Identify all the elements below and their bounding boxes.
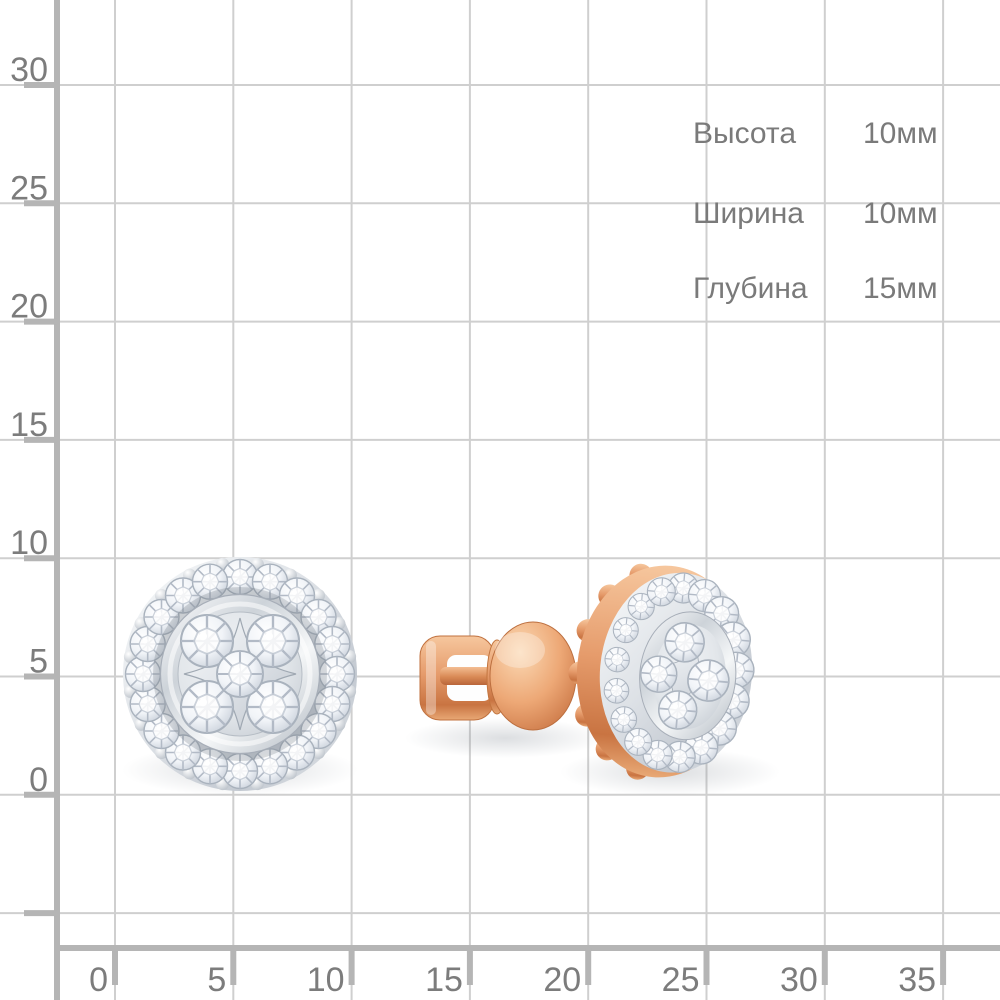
dimension-label-depth: Глубина [693,272,808,305]
y-axis-tick-label: 25 [10,169,48,207]
clasp-nut-highlight [426,641,436,715]
clasp-threaded-post [440,667,502,685]
x-axis-tick-label: 20 [543,961,581,999]
x-axis-tick-label: 15 [425,961,463,999]
clasp-shadow [405,718,605,758]
y-axis-tick-label: 15 [10,406,48,444]
earring-clasp [419,621,614,731]
dimension-value-depth: 15мм [863,272,938,305]
y-axis-tick-label: 10 [10,524,48,562]
halo-inner-shadow [153,587,327,761]
prong-bead [312,746,325,759]
dimension-label-height: Высота [693,117,796,150]
y-axis-tick-label: 30 [10,51,48,89]
x-axis-tick-label: 0 [89,961,108,999]
dimension-label-width: Ширина [693,197,804,230]
bezel-highlight [167,601,313,747]
left-earring [123,557,357,791]
prong-bead [312,589,325,602]
x-axis-tick-label: 5 [207,961,226,999]
y-axis-tick-label: 0 [29,761,48,799]
y-axis-tick-label: 5 [29,643,48,681]
dimension-value-width: 10мм [863,197,938,230]
clasp-disc-highlight [495,632,545,668]
x-axis-tick-label: 25 [662,961,700,999]
right-earring [568,563,757,780]
cluster-center-diamond [215,649,265,699]
dimensions-panel: Высота 10мм Ширина 10мм Глубина 15мм [693,117,938,305]
x-axis-tick-label: 10 [307,961,345,999]
x-axis-tick-label: 30 [780,961,818,999]
dimension-value-height: 10мм [863,117,938,150]
y-axis-tick-label: 20 [10,288,48,326]
x-axis-tick-label: 35 [898,961,936,999]
prong-bead [155,589,168,602]
prong-bead [155,746,168,759]
